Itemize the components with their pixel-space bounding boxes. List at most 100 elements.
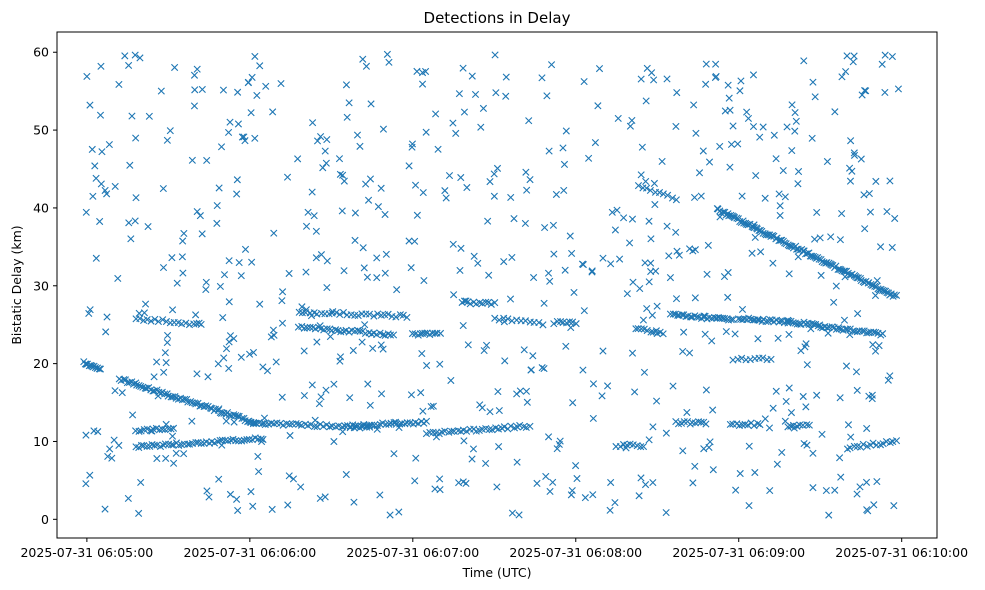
- track-detection-marker: [835, 325, 843, 333]
- track-detection-marker: [659, 330, 667, 338]
- track-detection-marker: [504, 315, 512, 323]
- track-detection-marker: [162, 317, 171, 326]
- clutter-detection-marker: [836, 454, 844, 462]
- clutter-detection-marker: [376, 491, 384, 499]
- track-detection-marker: [879, 440, 887, 448]
- clutter-detection-marker: [594, 102, 602, 110]
- clutter-detection-marker: [219, 314, 227, 322]
- clutter-detection-marker: [857, 155, 865, 163]
- clutter-detection-marker: [302, 268, 310, 276]
- clutter-detection-marker: [743, 108, 751, 116]
- track-detection-marker: [161, 390, 169, 398]
- clutter-detection-marker: [323, 283, 331, 292]
- clutter-detection-marker: [363, 273, 371, 281]
- clutter-detection-marker: [126, 161, 134, 169]
- clutter-detection-marker: [241, 137, 249, 145]
- track-detection-marker: [762, 317, 770, 326]
- clutter-detection-marker: [649, 423, 657, 431]
- track-detection-marker: [392, 313, 400, 321]
- clutter-detection-marker: [547, 61, 556, 69]
- clutter-detection-marker: [629, 278, 637, 286]
- clutter-detection-marker: [216, 282, 224, 290]
- track-detection-marker: [230, 411, 238, 419]
- clutter-detection-marker: [471, 90, 480, 99]
- track-detection-marker: [384, 330, 392, 338]
- clutter-detection-marker: [278, 288, 287, 296]
- track-detection-marker: [234, 437, 243, 445]
- clutter-detection-marker: [502, 92, 510, 100]
- clutter-detection-marker: [478, 404, 486, 412]
- track-detection-marker: [488, 426, 496, 434]
- clutter-detection-marker: [791, 127, 799, 135]
- track-detection-marker: [245, 435, 253, 444]
- clutter-detection-marker: [641, 259, 649, 267]
- track-detection-marker: [217, 409, 226, 417]
- track-detection-marker: [850, 442, 858, 450]
- clutter-detection-marker: [520, 346, 528, 354]
- clutter-detection-marker: [881, 51, 889, 59]
- track-detection-marker: [167, 441, 176, 449]
- clutter-detection-marker: [278, 297, 286, 305]
- clutter-detection-marker: [272, 358, 280, 366]
- clutter-detection-marker: [233, 190, 241, 198]
- clutter-detection-marker: [351, 209, 359, 217]
- clutter-detection-marker: [607, 478, 615, 487]
- clutter-detection-marker: [673, 247, 681, 255]
- track-detection-marker: [386, 331, 395, 339]
- clutter-detection-marker: [840, 316, 849, 324]
- clutter-detection-marker: [650, 76, 658, 84]
- clutter-detection-marker: [779, 166, 787, 175]
- clutter-detection-marker: [894, 85, 903, 93]
- chart-title: Detections in Delay: [424, 9, 571, 27]
- clutter-detection-marker: [86, 101, 94, 109]
- clutter-detection-marker: [219, 86, 228, 94]
- clutter-detection-marker: [150, 373, 158, 381]
- track-detection-marker: [680, 418, 688, 426]
- clutter-detection-marker: [872, 177, 880, 185]
- clutter-detection-marker: [809, 484, 817, 492]
- clutter-detection-marker: [235, 258, 243, 267]
- clutter-detection-marker: [578, 260, 587, 268]
- clutter-detection-marker: [836, 236, 844, 244]
- clutter-detection-marker: [230, 418, 238, 426]
- track-detection-marker: [668, 194, 677, 202]
- track-detection-marker: [337, 328, 345, 336]
- clutter-detection-marker: [383, 50, 391, 58]
- clutter-detection-marker: [486, 178, 494, 186]
- clutter-detection-marker: [538, 74, 546, 82]
- clutter-detection-marker: [865, 392, 873, 400]
- clutter-detection-marker: [479, 104, 488, 112]
- clutter-detection-marker: [203, 487, 211, 495]
- clutter-detection-marker: [769, 259, 777, 267]
- clutter-detection-marker: [442, 194, 450, 202]
- clutter-detection-marker: [862, 87, 870, 95]
- track-detection-marker: [892, 291, 901, 299]
- clutter-detection-marker: [90, 427, 98, 435]
- clutter-detection-marker: [284, 501, 292, 509]
- clutter-detection-marker: [611, 226, 619, 234]
- clutter-detection-marker: [362, 62, 371, 70]
- clutter-detection-marker: [732, 486, 740, 494]
- clutter-detection-marker: [203, 156, 211, 165]
- clutter-detection-marker: [712, 60, 720, 68]
- clutter-detection-marker: [794, 180, 802, 188]
- clutter-detection-marker: [190, 71, 199, 79]
- track-detection-marker: [787, 317, 795, 325]
- clutter-detection-marker: [544, 269, 553, 277]
- clutter-detection-marker: [709, 466, 717, 474]
- clutter-detection-marker: [106, 445, 114, 453]
- track-detection-marker: [759, 354, 767, 362]
- clutter-detection-marker: [111, 182, 119, 191]
- clutter-detection-marker: [838, 73, 846, 81]
- clutter-detection-marker: [553, 445, 561, 453]
- clutter-detection-marker: [652, 267, 660, 275]
- clutter-detection-marker: [432, 110, 440, 118]
- clutter-detection-marker: [623, 290, 631, 298]
- track-detection-marker: [243, 435, 251, 444]
- clutter-detection-marker: [513, 458, 521, 466]
- clutter-detection-marker: [709, 406, 717, 414]
- clutter-detection-marker: [225, 338, 233, 346]
- clutter-detection-marker: [540, 364, 548, 373]
- clutter-detection-marker: [366, 401, 374, 409]
- clutter-detection-marker: [507, 193, 515, 202]
